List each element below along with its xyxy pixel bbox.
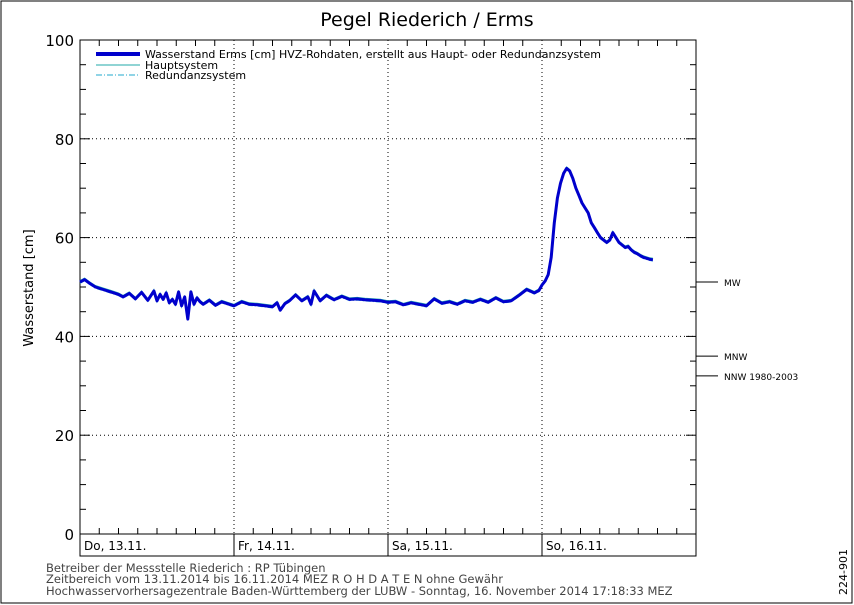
- legend: Wasserstand Erms [cm] HVZ-Rohdaten, erst…: [96, 48, 601, 82]
- y-tick-label: 40: [55, 328, 74, 346]
- reference-label: MNW: [724, 353, 747, 363]
- plot-border: [79, 39, 697, 535]
- day-label-strip: Do, 13.11. Fr, 14.11. Sa, 15.11. So, 16.11.: [79, 533, 697, 557]
- y-tick-label: 0: [64, 526, 74, 544]
- chart-title: Pegel Riederich / Erms: [320, 9, 533, 31]
- footer-line-3: Hochwasservorhersagezentrale Baden-Württ…: [46, 584, 673, 598]
- y-tick-label: 80: [55, 131, 74, 149]
- footer-line-2: Zeitbereich vom 13.11.2014 bis 16.11.201…: [46, 572, 503, 586]
- plot-area: 0 20 40 60 80 100 MW MNW NNW 1980-2003: [45, 32, 798, 544]
- day-label: Do, 13.11.: [84, 539, 146, 553]
- y-tick-label: 60: [55, 230, 74, 248]
- legend-label-main: Wasserstand Erms [cm] HVZ-Rohdaten, erst…: [145, 48, 601, 61]
- day-label: So, 16.11.: [546, 539, 607, 553]
- grid: [80, 40, 696, 534]
- y-tick-labels: 0 20 40 60 80 100: [45, 32, 74, 544]
- legend-label-haupt: Hauptsystem: [145, 59, 218, 72]
- legend-label-redundanz: Redundanzsystem: [145, 69, 246, 82]
- day-label: Fr, 14.11.: [238, 539, 295, 553]
- series-redundanz-line: [79, 168, 653, 321]
- y-axis-label: Wasserstand [cm]: [22, 229, 37, 346]
- footer-line-1: Betreiber der Messstelle Riederich : RP …: [46, 561, 326, 575]
- reference-label: MW: [724, 279, 741, 289]
- y-tick-label: 100: [45, 32, 74, 50]
- day-label: Sa, 15.11.: [392, 539, 453, 553]
- side-code: 224-901: [837, 549, 850, 595]
- series-layer: [79, 166, 654, 321]
- reference-lines: MW MNW NNW 1980-2003: [696, 279, 798, 383]
- axis-ticks: [80, 39, 696, 535]
- reference-label: NNW 1980-2003: [724, 373, 798, 383]
- y-tick-label: 20: [55, 427, 74, 445]
- series-main-line: [79, 166, 654, 321]
